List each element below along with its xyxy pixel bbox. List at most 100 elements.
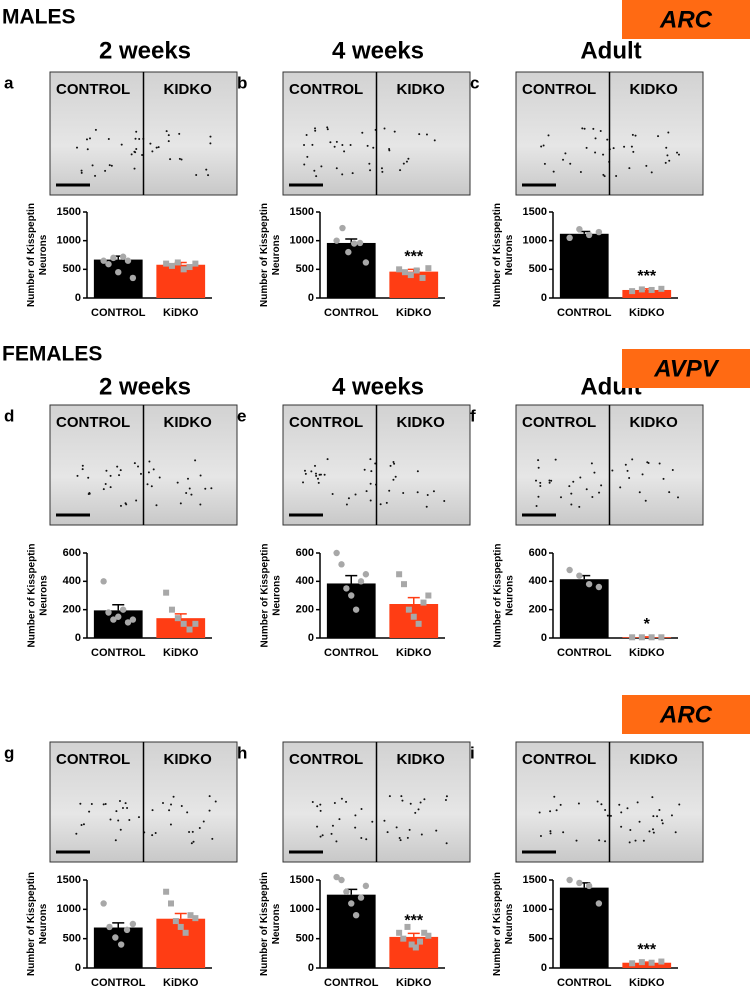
cell-dot [620, 811, 623, 814]
data-point [180, 266, 187, 273]
cell-dot [668, 491, 671, 494]
cell-dot [572, 480, 575, 483]
cell-dot [209, 142, 212, 145]
data-point [412, 944, 419, 951]
cell-dot [535, 479, 538, 482]
category-label: CONTROL [557, 647, 612, 659]
cell-dot [170, 803, 173, 806]
y-tick-label: 1500 [290, 206, 314, 218]
cell-dot [343, 150, 346, 153]
panel-letter: d [4, 406, 14, 425]
cell-dot [157, 146, 160, 149]
y-tick-label: 0 [541, 962, 547, 974]
y-label: Number of Kisspeptin Neurons [492, 203, 515, 307]
cell-dot [147, 471, 150, 474]
data-point [117, 941, 125, 948]
cell-dot [180, 158, 183, 161]
cell-dot [634, 839, 637, 842]
data-point [425, 932, 432, 939]
bar [622, 637, 672, 638]
column-title: 2 weeks [99, 37, 191, 64]
cell-dot [383, 819, 386, 822]
bar [389, 604, 439, 638]
y-label: Number of Kisspeptin Neurons [26, 872, 49, 976]
cell-dot [409, 802, 412, 805]
cell-dot [548, 479, 551, 482]
data-point [356, 239, 364, 247]
cell-dot [665, 146, 668, 149]
cell-dot [86, 148, 89, 151]
cell-dot [585, 146, 588, 149]
cell-dot [577, 802, 580, 805]
data-point [339, 224, 346, 232]
data-point [105, 609, 112, 616]
cell-dot [178, 157, 181, 160]
section-title: FEMALES [2, 343, 102, 366]
panel-letter: h [237, 743, 247, 762]
cell-dot [148, 460, 151, 463]
cell-dot [631, 458, 634, 461]
category-label: CONTROL [91, 647, 146, 659]
cell-dot [670, 814, 673, 817]
cell-dot [115, 810, 118, 813]
cell-dot [425, 505, 428, 508]
cell-dot [549, 810, 552, 813]
cell-dot [149, 142, 152, 145]
cell-dot [547, 134, 550, 137]
data-point [410, 613, 417, 620]
cell-dot [549, 832, 552, 835]
cell-dot [656, 815, 659, 818]
y-label-box: Number of Kisspeptin Neurons [259, 544, 282, 648]
cell-dot [155, 504, 158, 507]
cell-dot [628, 167, 631, 170]
cell-dot [105, 469, 108, 472]
data-point [417, 938, 424, 945]
cell-dot [552, 170, 555, 173]
cell-dot [619, 486, 622, 489]
data-point [123, 926, 131, 934]
cell-dot [130, 153, 133, 156]
cell-dot [121, 807, 124, 810]
cell-dot [593, 471, 596, 474]
cell-dot [674, 831, 677, 834]
cell-dot [345, 503, 348, 506]
y-tick-label: 1500 [57, 206, 81, 218]
cell-dot [188, 831, 191, 834]
cell-dot [188, 487, 191, 490]
cell-dot [664, 161, 667, 164]
error-bar [112, 603, 125, 611]
panel-letter: f [470, 406, 476, 425]
cell-dot [609, 814, 612, 817]
cell-dot [190, 493, 193, 496]
data-point [396, 266, 403, 273]
cell-dot [549, 830, 552, 833]
panel-letter: b [237, 73, 247, 92]
image-label: KIDKO [397, 414, 446, 431]
cell-dot [678, 803, 681, 806]
bar [559, 887, 609, 968]
cell-dot [323, 473, 326, 476]
cell-dot [535, 504, 538, 507]
data-point [343, 585, 350, 592]
cell-dot [628, 477, 631, 480]
cell-dot [381, 170, 384, 173]
y-label: Number of Kisspeptin Neurons [492, 543, 515, 648]
data-point [333, 549, 340, 557]
cell-dot [583, 127, 586, 130]
category-label: KiDKO [163, 647, 199, 659]
cell-dot [316, 477, 319, 480]
cell-dot [602, 153, 605, 156]
cell-dot [657, 135, 660, 138]
image-label: KIDKO [397, 751, 446, 768]
cell-dot [399, 839, 402, 842]
data-point [362, 882, 370, 890]
cell-dot [394, 475, 397, 478]
cell-dot [314, 464, 317, 467]
cell-dot [651, 796, 654, 799]
cell-dot [644, 499, 647, 502]
cell-dot [178, 132, 181, 135]
data-point [100, 578, 107, 585]
cell-dot [562, 831, 565, 834]
cell-dot [658, 462, 661, 465]
data-point [177, 923, 184, 930]
